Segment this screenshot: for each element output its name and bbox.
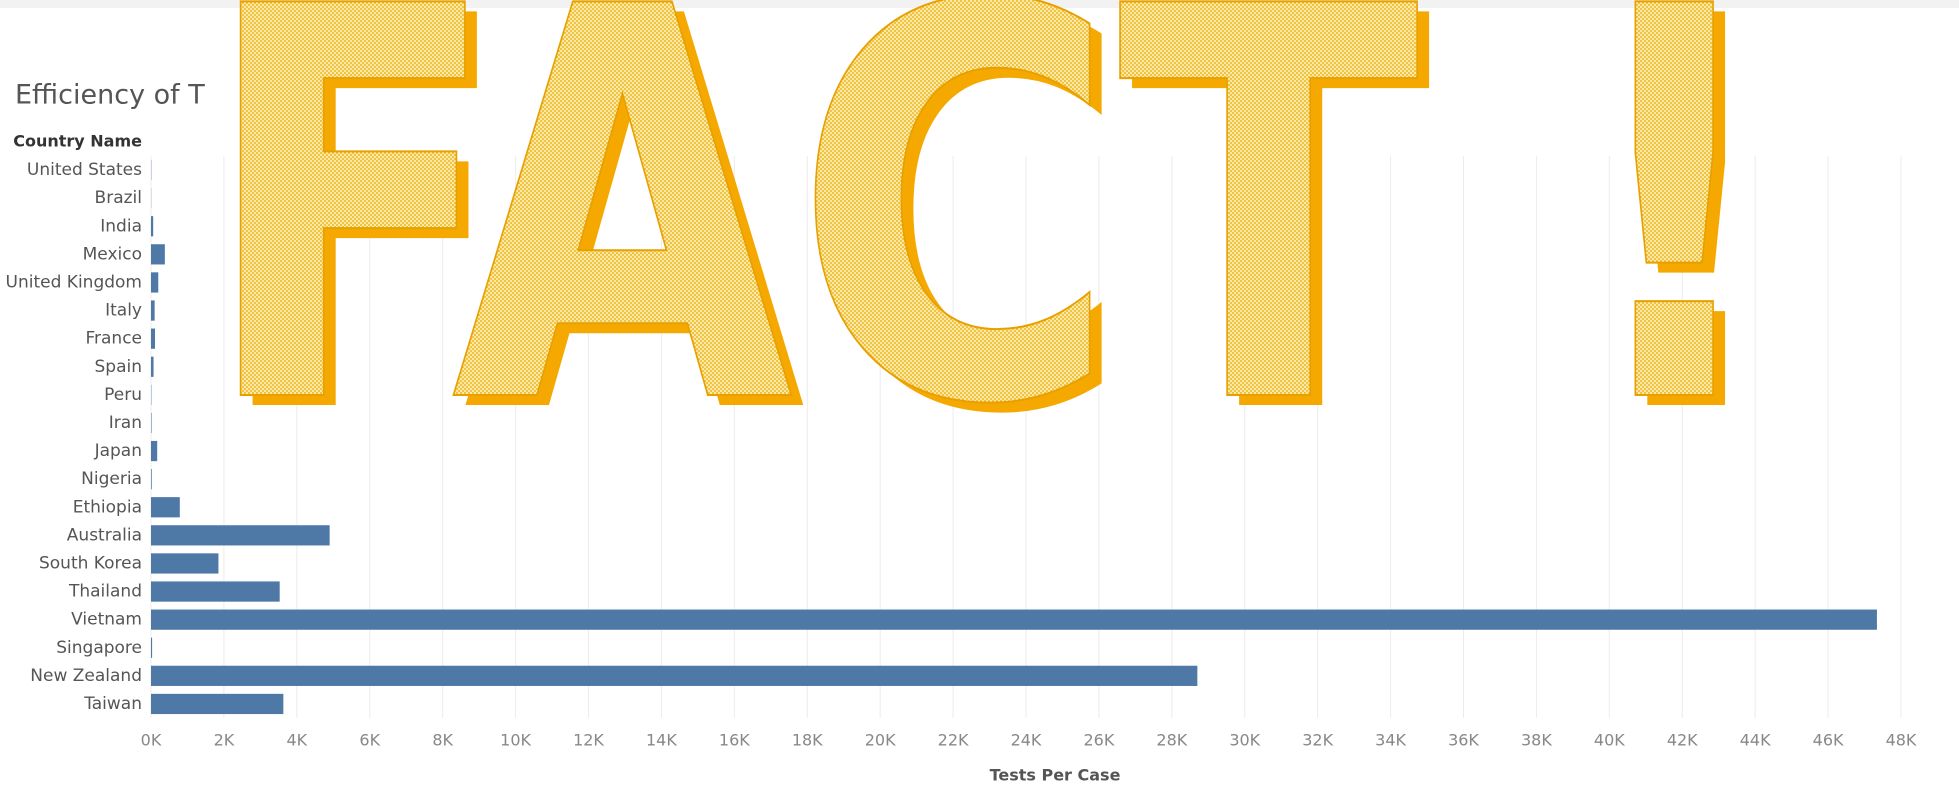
x-tick-label: 44K [1740, 731, 1771, 750]
bar [151, 637, 153, 658]
y-tick-label: Brazil [95, 188, 142, 208]
x-tick-label: 6K [359, 731, 380, 750]
x-tick-label: 46K [1813, 731, 1844, 750]
x-tick-label: 40K [1594, 731, 1625, 750]
bar [151, 665, 1198, 686]
y-tick-label: Singapore [56, 638, 142, 658]
x-tick-label: 14K [646, 731, 677, 750]
x-tick-label: 10K [500, 731, 531, 750]
bar [151, 693, 284, 715]
bar [151, 553, 219, 574]
y-tick-label: South Korea [39, 553, 142, 573]
bar [151, 216, 154, 237]
y-tick-label: United States [27, 160, 142, 180]
y-tick-label: Nigeria [81, 469, 142, 489]
y-tick-label: Australia [67, 525, 142, 545]
bar [151, 412, 152, 434]
x-tick-label: 30K [1229, 731, 1260, 750]
overlay-shadow: FACT ! [212, 0, 1787, 533]
x-tick-label: 24K [1011, 731, 1042, 750]
bar [151, 525, 330, 546]
bar [151, 440, 158, 462]
x-tick-label: 32K [1302, 731, 1333, 750]
y-tick-label: Vietnam [71, 610, 142, 630]
x-tick-label: 48K [1886, 731, 1917, 750]
y-tick-label: Japan [94, 441, 142, 461]
bar [151, 469, 152, 490]
x-tick-label: 2K [214, 731, 235, 750]
bar [151, 609, 1877, 630]
x-tick-label: 4K [286, 731, 307, 750]
overlay-text: FACT ! [200, 0, 1775, 523]
y-tick-label: Spain [95, 357, 143, 377]
overlay: FACT ! FACT ! [199, 0, 1787, 533]
x-tick-label: 42K [1667, 731, 1698, 750]
x-tick-label: 22K [938, 731, 969, 750]
x-axis-title: Tests Per Case [990, 766, 1121, 785]
x-tick-label: 38K [1521, 731, 1552, 750]
x-tick-label: 36K [1448, 731, 1479, 750]
x-tick-label: 34K [1375, 731, 1406, 750]
x-tick-label: 26K [1083, 731, 1114, 750]
x-tick-label: 20K [865, 731, 896, 750]
bar [151, 356, 154, 377]
y-tick-label: France [85, 329, 142, 349]
bar [151, 300, 155, 321]
y-tick-label: United Kingdom [6, 272, 142, 292]
x-tick-label: 16K [719, 731, 750, 750]
bar [151, 328, 156, 349]
x-tick-label: 8K [432, 731, 453, 750]
x-tick-label: 28K [1156, 731, 1187, 750]
y-tick-label: Iran [109, 413, 142, 433]
y-tick-label: Peru [104, 385, 142, 405]
y-tick-label: New Zealand [30, 666, 142, 686]
chart-title: Efficiency of T [15, 80, 205, 111]
bar [151, 581, 280, 602]
bar [151, 244, 165, 265]
top-bar [0, 0, 1959, 8]
y-tick-label: India [100, 216, 142, 236]
y-tick-label: Taiwan [83, 694, 142, 714]
category-header: Country Name [13, 132, 142, 151]
bar [151, 497, 180, 518]
x-tick-label: 0K [141, 731, 162, 750]
y-tick-label: Italy [105, 301, 142, 321]
x-tick-label: 12K [573, 731, 604, 750]
x-tick-label: 18K [792, 731, 823, 750]
y-tick-label: Ethiopia [73, 497, 142, 517]
bar [151, 272, 159, 293]
y-tick-label: Mexico [83, 244, 142, 264]
y-tick-label: Thailand [68, 582, 142, 602]
